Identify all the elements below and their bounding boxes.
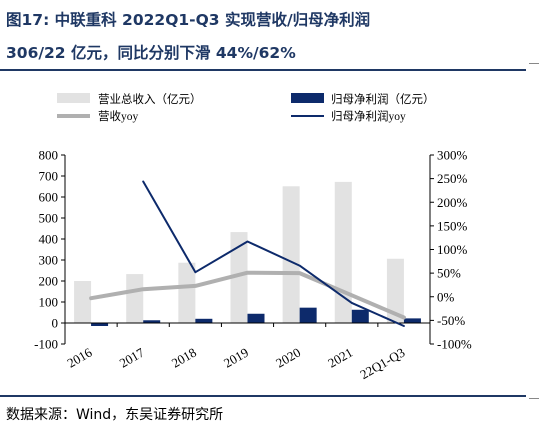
legend-swatch-net-profit	[291, 93, 324, 103]
net-profit-bar-6	[403, 318, 421, 323]
x-axis-category-label: 2019	[221, 345, 251, 371]
legend-label-net-profit: 归母净利润（亿元）	[331, 92, 435, 106]
net-profit-bar-5	[351, 309, 369, 323]
net-profit-yoy-line	[142, 180, 405, 327]
revenue-bar-6	[386, 258, 404, 323]
x-axis-category-label: 2018	[169, 345, 199, 371]
legend-swatch-revenue	[57, 93, 90, 103]
left-axis-tick-label: 0	[52, 316, 59, 331]
right-axis-tick-label: 250%	[437, 171, 468, 186]
right-axis-tick-label: 0%	[437, 289, 455, 304]
figure-title-line1: 图17: 中联重科 2022Q1-Q3 实现营收/归母净利润	[6, 11, 371, 29]
legend-label-revenue: 营业总收入（亿元）	[98, 92, 202, 106]
side-tick-bottom	[529, 398, 539, 399]
revenue-bar-0	[74, 281, 92, 323]
net-profit-bar-2	[195, 318, 213, 323]
x-axis-category-label: 2017	[117, 344, 147, 370]
net-profit-bar-3	[247, 313, 265, 323]
revenue-bar-2	[178, 262, 196, 323]
legend-label-net-profit-yoy: 归母净利润yoy	[331, 109, 406, 123]
net-profit-bar-1	[143, 320, 161, 324]
revenue-yoy-line	[89, 270, 406, 320]
net-profit-bar-4	[299, 307, 317, 323]
left-axis-tick-label: 700	[39, 169, 59, 184]
x-axis-category-label: 2021	[325, 345, 355, 371]
source-note: 数据来源：Wind，东吴证券研究所	[6, 407, 224, 423]
revenue-bar-4	[282, 186, 300, 323]
left-axis-tick-label: 400	[39, 232, 59, 247]
revenue-bar-1	[126, 274, 144, 323]
left-axis-tick-label: 600	[39, 190, 59, 205]
left-axis-tick-label: 100	[39, 295, 59, 310]
left-axis-tick-label: 800	[39, 148, 59, 163]
x-axis-category-label: 2016	[65, 344, 95, 370]
legend-label-revenue-yoy: 营收yoy	[98, 109, 138, 123]
x-axis-category-label: 2020	[273, 345, 303, 371]
right-axis-tick-label: -50%	[437, 313, 465, 328]
right-axis-tick-label: 200%	[437, 195, 468, 210]
right-axis-tick-label: -100%	[437, 337, 472, 352]
net-profit-bar-0	[91, 323, 109, 326]
left-axis-tick-label: 500	[39, 211, 59, 226]
legend: 营业总收入（亿元） 归母净利润（亿元） 营收yoy 归母净利润yoy	[57, 92, 435, 123]
source-rule	[0, 395, 526, 397]
figure-title: 图17: 中联重科 2022Q1-Q3 实现营收/归母净利润 306/22 亿元…	[6, 4, 521, 70]
figure-title-line2: 306/22 亿元，同比分别下滑 44%/62%	[6, 44, 296, 62]
left-axis-tick-label: 300	[39, 253, 59, 268]
title-rule	[0, 69, 526, 71]
plot-area: 800 700 600 500 400 300 200 100 0 -100 300% 250% 200…	[34, 148, 472, 383]
left-axis-tick-label: 200	[39, 274, 59, 289]
revenue-bar-3	[230, 232, 248, 323]
right-axis-tick-label: 150%	[437, 218, 468, 233]
right-axis-tick-label: 100%	[437, 242, 468, 257]
side-tick-top	[529, 63, 539, 64]
left-axis-tick-label: -100	[34, 337, 58, 352]
x-axis-category-label: 22Q1-Q3	[357, 345, 407, 383]
right-axis-tick-label: 300%	[437, 148, 468, 163]
right-axis-tick-label: 50%	[437, 266, 461, 281]
